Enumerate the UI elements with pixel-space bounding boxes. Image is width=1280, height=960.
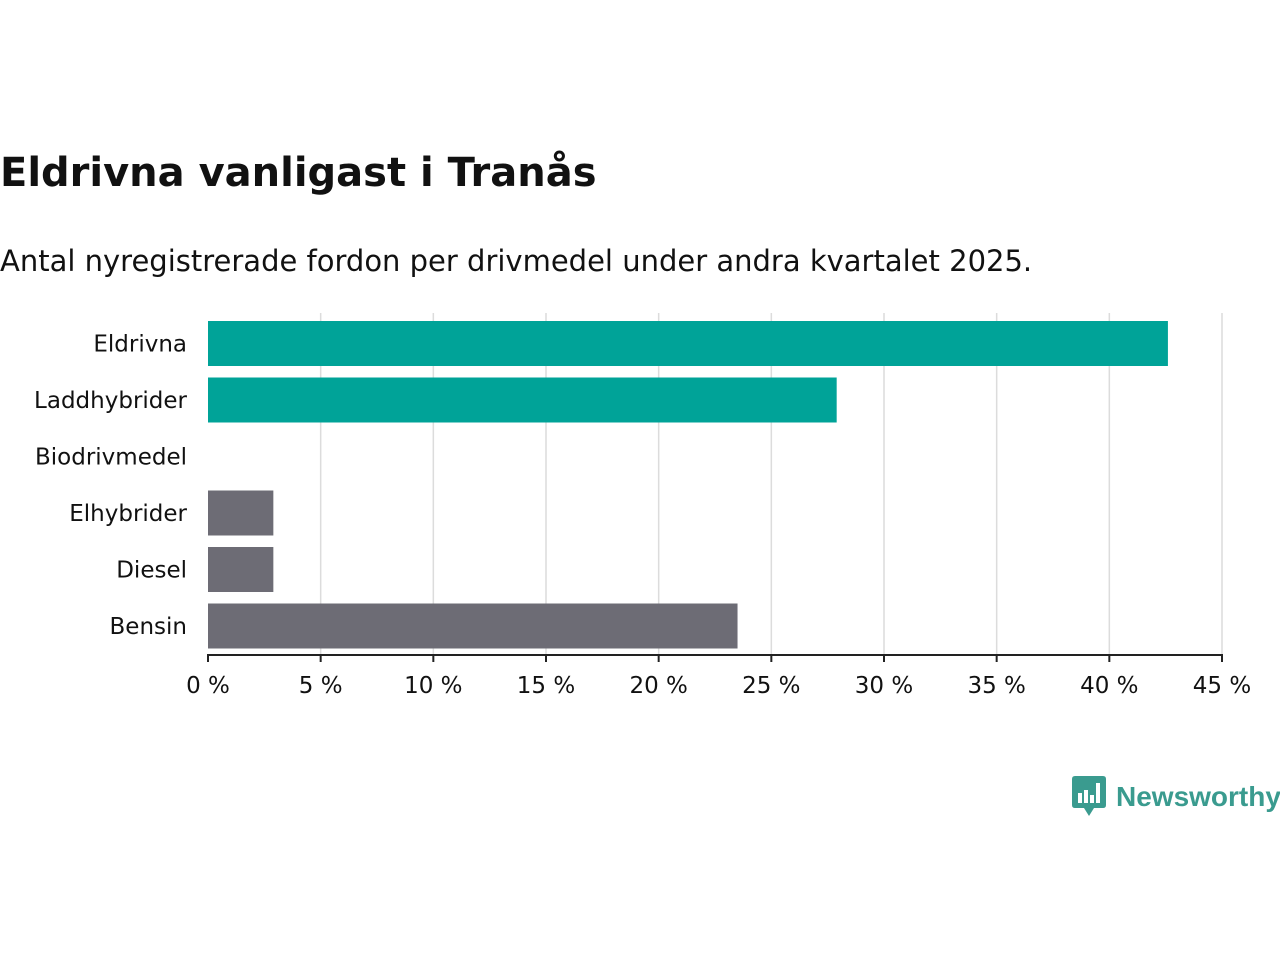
bar-chart-speech-bubble-icon: [1072, 776, 1106, 816]
x-tick-label: 5 %: [299, 673, 343, 699]
chart-subtitle: Antal nyregistrerade fordon per drivmede…: [0, 244, 1033, 278]
x-axis-ticks: 0 % 5 % 10 % 15 % 20 % 25 % 30 % 35 % 40 % 45 %: [186, 655, 1251, 699]
category-label: Biodrivmedel: [35, 445, 187, 471]
category-labels: Eldrivna Laddhybrider Biodrivmedel Elhybrid…: [34, 332, 187, 641]
category-label: Elhybrider: [69, 501, 187, 527]
bar: [208, 547, 274, 592]
x-tick-label: 15 %: [517, 673, 575, 699]
chart-title: Eldrivna vanligast i Tranås: [0, 150, 597, 196]
bar-chart: Eldrivna Laddhybrider Biodrivmedel Elhybrid…: [34, 313, 1251, 699]
grid-lines: [319, 313, 1223, 655]
x-tick-label: 0 %: [186, 673, 230, 699]
brand-logo: Newsworthy: [1072, 775, 1280, 819]
category-label: Diesel: [116, 558, 187, 584]
category-label: Laddhybrider: [34, 388, 187, 414]
category-label: Eldrivna: [93, 332, 187, 358]
bar: [208, 490, 274, 536]
bar: [208, 321, 1168, 366]
category-label: Bensin: [110, 614, 187, 640]
x-tick-label: 10 %: [404, 673, 462, 699]
x-tick-label: 40 %: [1080, 673, 1138, 699]
x-tick-label: 20 %: [629, 673, 687, 699]
x-tick-label: 35 %: [967, 673, 1025, 699]
bars: [208, 321, 1168, 649]
x-tick-label: 45 %: [1193, 673, 1251, 699]
x-tick-label: 30 %: [855, 673, 913, 699]
bar: [208, 603, 738, 649]
x-tick-label: 25 %: [742, 673, 800, 699]
brand-name: Newsworthy: [1116, 781, 1280, 812]
bar: [208, 377, 837, 423]
